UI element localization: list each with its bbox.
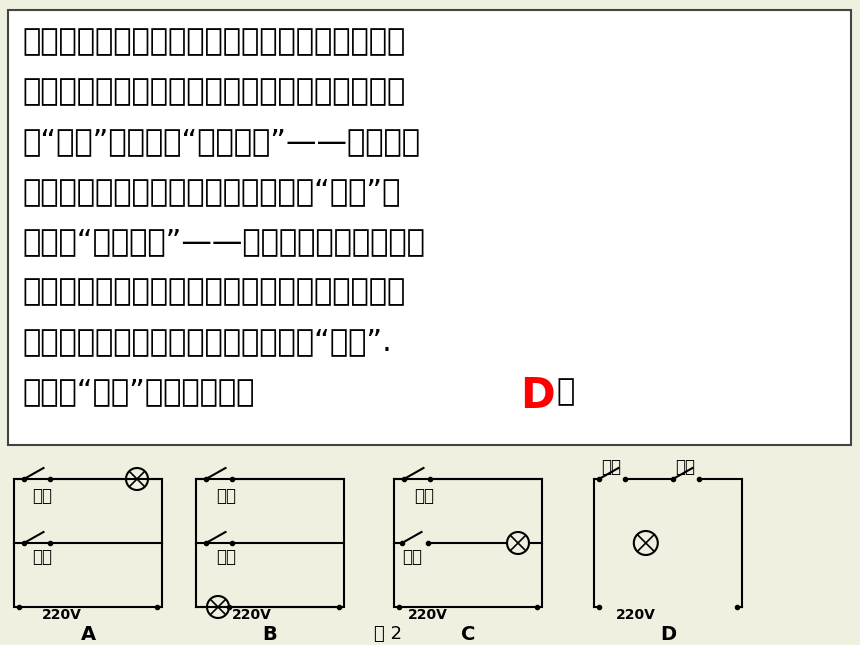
Text: 声控: 声控: [675, 458, 695, 476]
Bar: [394, 479, 542, 607]
Text: 自动闭合，天亮时，自动断开；利用“声敏”材: 自动闭合，天亮时，自动断开；利用“声敏”材: [22, 177, 401, 206]
Text: （佛山市）居民楼的楼道里，夜间只是偶尔有人: （佛山市）居民楼的楼道里，夜间只是偶尔有人: [22, 27, 405, 56]
Text: 用“光敏”材料制成“光控开关”——天黑时，: 用“光敏”材料制成“光控开关”——天黑时，: [22, 127, 420, 156]
Bar: [196, 479, 344, 607]
Text: 图 2: 图 2: [374, 625, 402, 643]
Text: C: C: [461, 625, 476, 644]
Text: ，自动闭合，无人走动时自动断开。若将这两种: ，自动闭合，无人走动时自动断开。若将这两种: [22, 277, 405, 306]
Text: A: A: [81, 625, 95, 644]
Text: 光控: 光控: [601, 458, 621, 476]
Text: 》: 》: [556, 377, 574, 406]
Text: 声控: 声控: [402, 548, 422, 566]
Text: 开关配合使用，就可以使楼道灯变得“聪明”.: 开关配合使用，就可以使楼道灯变得“聪明”.: [22, 327, 392, 356]
Text: 220V: 220V: [232, 608, 272, 622]
Text: 220V: 220V: [408, 608, 448, 622]
Text: 经过，电灯总是亮着造成很大浪费。科研人员利: 经过，电灯总是亮着造成很大浪费。科研人员利: [22, 77, 405, 106]
Text: D: D: [660, 625, 676, 644]
Text: 料制成“声控开关”——当有人走动发出声音时: 料制成“声控开关”——当有人走动发出声音时: [22, 227, 425, 256]
Text: 声控: 声控: [216, 548, 236, 566]
Text: 光控: 光控: [414, 487, 434, 505]
FancyBboxPatch shape: [8, 10, 851, 445]
Text: B: B: [262, 625, 278, 644]
Text: 光控: 光控: [32, 487, 52, 505]
Text: 光控: 光控: [216, 487, 236, 505]
Text: D: D: [520, 375, 555, 417]
Text: 220V: 220V: [616, 608, 656, 622]
Bar: [14, 479, 162, 607]
Text: 声控: 声控: [32, 548, 52, 566]
Text: 220V: 220V: [42, 608, 82, 622]
Text: 则这种“聪明”的电路是：《: 则这种“聪明”的电路是：《: [22, 377, 255, 406]
